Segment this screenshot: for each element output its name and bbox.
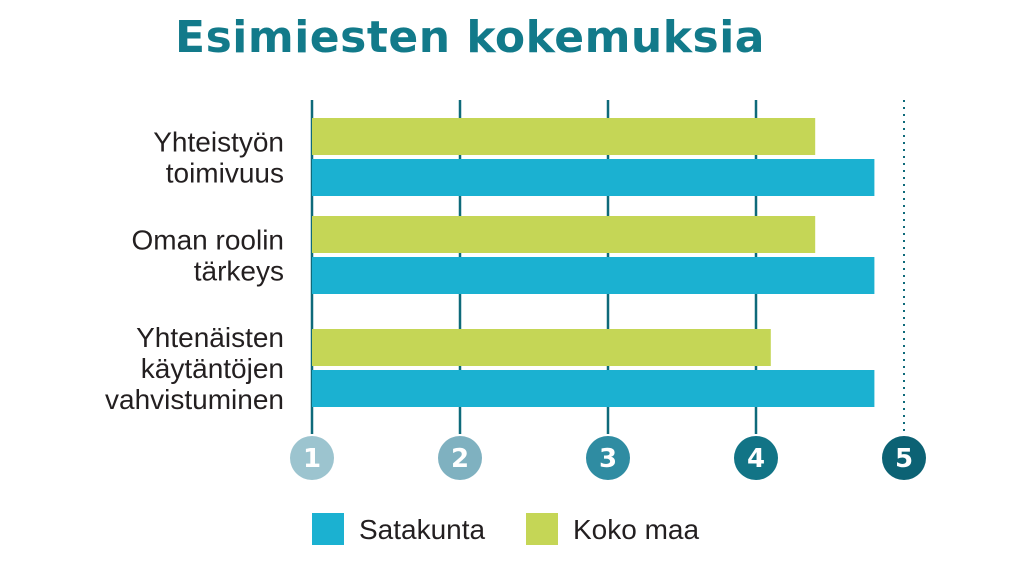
legend-label-satakunta: Satakunta bbox=[359, 514, 486, 545]
tick-badge-3 bbox=[586, 436, 630, 480]
category-label-3-line-1: Yhtenäisten bbox=[136, 322, 284, 353]
tick-label-3: 3 bbox=[599, 444, 617, 474]
bar-satakunta-1 bbox=[312, 159, 875, 196]
category-label-1-line-1: Yhteistyön bbox=[153, 127, 284, 158]
legend-swatch-koko-maa bbox=[526, 513, 558, 545]
bar-koko-maa-1 bbox=[312, 118, 816, 155]
category-label-3-line-2: käytäntöjen bbox=[141, 353, 284, 384]
legend-swatch-satakunta bbox=[312, 513, 344, 545]
bar-satakunta-2 bbox=[312, 257, 875, 294]
tick-badge-5 bbox=[882, 436, 926, 480]
category-label-1-line-2: toimivuus bbox=[166, 158, 284, 189]
bar-satakunta-3 bbox=[312, 370, 875, 407]
tick-label-5: 5 bbox=[895, 444, 913, 474]
bar-koko-maa-3 bbox=[312, 329, 771, 366]
tick-label-1: 1 bbox=[303, 444, 321, 474]
tick-badge-4 bbox=[734, 436, 778, 480]
legend-label-koko-maa: Koko maa bbox=[573, 514, 699, 545]
tick-label-2: 2 bbox=[451, 444, 469, 474]
tick-badge-2 bbox=[438, 436, 482, 480]
category-label-2-line-1: Oman roolin bbox=[131, 225, 284, 256]
chart-title: Esimiesten kokemuksia bbox=[175, 12, 765, 63]
bar-koko-maa-2 bbox=[312, 216, 816, 253]
category-label-2-line-2: tärkeys bbox=[194, 256, 284, 287]
tick-badge-1 bbox=[290, 436, 334, 480]
tick-label-4: 4 bbox=[747, 444, 765, 474]
category-label-3-line-3: vahvistuminen bbox=[105, 384, 284, 415]
